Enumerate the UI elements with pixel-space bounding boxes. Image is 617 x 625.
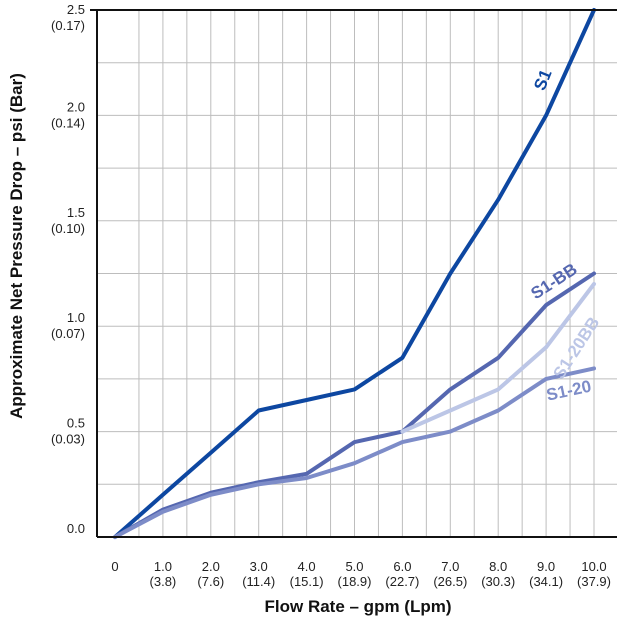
x-tick-label-metric: (34.1) xyxy=(529,574,563,589)
series-label-s1: S1 xyxy=(530,67,555,93)
x-tick-label: 3.0 xyxy=(250,559,268,574)
x-tick-label: 7.0 xyxy=(441,559,459,574)
y-tick-label-metric: (0.10) xyxy=(51,221,85,236)
x-tick-label-metric: (26.5) xyxy=(433,574,467,589)
x-tick-label-metric: (22.7) xyxy=(385,574,419,589)
series-line-s1-20 xyxy=(113,366,596,539)
x-tick-label-metric: (37.9) xyxy=(577,574,611,589)
x-tick-label: 1.0 xyxy=(154,559,172,574)
y-tick-label-metric: (0.14) xyxy=(51,115,85,130)
x-tick-labels: 0 1.0(3.8) 2.0(7.6) 3.0(11.4) 4.0(15.1) 5.0(1… xyxy=(111,559,611,589)
y-tick-label: 0.5 xyxy=(67,416,85,431)
x-tick-label: 0 xyxy=(111,559,118,574)
y-tick-label-metric: (0.17) xyxy=(51,18,85,33)
x-tick-label-metric: (11.4) xyxy=(242,574,275,589)
y-tick-label: 0.0 xyxy=(67,521,85,536)
series-label-s1-bb: S1-BB xyxy=(527,260,580,304)
axes-frame xyxy=(90,9,617,538)
y-tick-label: 1.0 xyxy=(67,310,85,325)
series-line-s1-20bb xyxy=(400,282,596,434)
y-tick-labels: 0.0 0.5(0.03) 1.0(0.07) 1.5(0.10) 2.0(0.14) 2… xyxy=(51,2,85,536)
x-tick-label-metric: (18.9) xyxy=(338,574,372,589)
y-tick-label: 2.5 xyxy=(67,2,85,17)
x-tick-label: 9.0 xyxy=(537,559,555,574)
x-tick-label: 8.0 xyxy=(489,559,507,574)
x-tick-label-metric: (15.1) xyxy=(290,574,324,589)
x-tick-label: 5.0 xyxy=(345,559,363,574)
y-tick-label-metric: (0.07) xyxy=(51,326,85,341)
x-tick-label-metric: (3.8) xyxy=(150,574,177,589)
series-lines xyxy=(113,8,596,539)
y-axis-title: Approximate Net Pressure Drop – psi (Bar… xyxy=(7,73,26,419)
x-tick-label-metric: (30.3) xyxy=(481,574,515,589)
y-tick-label: 2.0 xyxy=(67,99,85,114)
x-tick-label: 4.0 xyxy=(298,559,316,574)
x-tick-label: 6.0 xyxy=(393,559,411,574)
y-tick-label-metric: (0.03) xyxy=(51,432,85,447)
x-tick-label: 10.0 xyxy=(581,559,606,574)
x-axis-title: Flow Rate – gpm (Lpm) xyxy=(265,597,452,616)
x-tick-label-metric: (7.6) xyxy=(197,574,224,589)
y-tick-label: 1.5 xyxy=(67,205,85,220)
x-tick-label: 2.0 xyxy=(202,559,220,574)
series-line-s1 xyxy=(113,8,596,539)
series-label-s1-20: S1-20 xyxy=(545,377,593,405)
